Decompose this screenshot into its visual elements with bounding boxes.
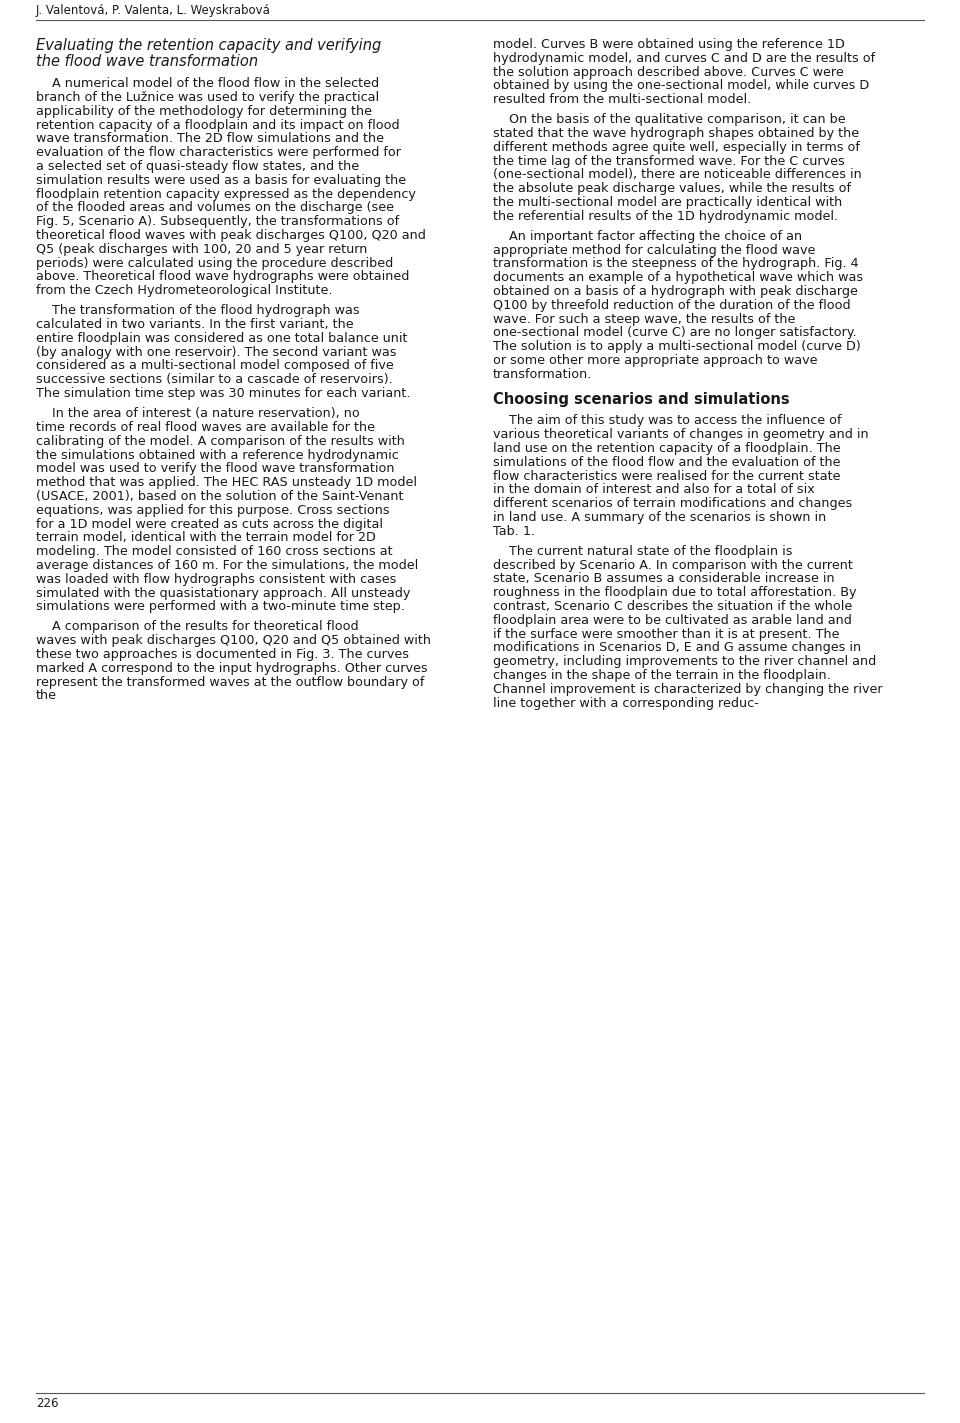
Text: waves with peak discharges Q100, Q20 and Q5 obtained with: waves with peak discharges Q100, Q20 and… [36, 635, 431, 647]
Text: geometry, including improvements to the river channel and: geometry, including improvements to the … [493, 655, 876, 669]
Text: J. Valentová, P. Valenta, L. Weyskrabová: J. Valentová, P. Valenta, L. Weyskrabová [36, 4, 271, 17]
Text: obtained by using the one-sectional model, while curves D: obtained by using the one-sectional mode… [493, 80, 869, 92]
Text: represent the transformed waves at the outflow boundary of: represent the transformed waves at the o… [36, 676, 424, 689]
Text: the flood wave transformation: the flood wave transformation [36, 54, 258, 68]
Text: equations, was applied for this purpose. Cross sections: equations, was applied for this purpose.… [36, 504, 390, 517]
Text: applicability of the methodology for determining the: applicability of the methodology for det… [36, 105, 372, 118]
Text: wave. For such a steep wave, the results of the: wave. For such a steep wave, the results… [493, 313, 796, 326]
Text: Channel improvement is characterized by changing the river: Channel improvement is characterized by … [493, 683, 882, 696]
Text: contrast, Scenario C describes the situation if the whole: contrast, Scenario C describes the situa… [493, 601, 852, 613]
Text: if the surface were smoother than it is at present. The: if the surface were smoother than it is … [493, 628, 839, 640]
Text: An important factor affecting the choice of an: An important factor affecting the choice… [493, 231, 803, 243]
Text: in land use. A summary of the scenarios is shown in: in land use. A summary of the scenarios … [493, 511, 827, 524]
Text: Choosing scenarios and simulations: Choosing scenarios and simulations [493, 391, 790, 407]
Text: these two approaches is documented in Fig. 3. The curves: these two approaches is documented in Fi… [36, 647, 409, 660]
Text: in the domain of interest and also for a total of six: in the domain of interest and also for a… [493, 484, 815, 497]
Text: the time lag of the transformed wave. For the C curves: the time lag of the transformed wave. Fo… [493, 155, 845, 168]
Text: Fig. 5, Scenario A). Subsequently, the transformations of: Fig. 5, Scenario A). Subsequently, the t… [36, 215, 399, 228]
Text: marked A correspond to the input hydrographs. Other curves: marked A correspond to the input hydrogr… [36, 662, 427, 675]
Text: different methods agree quite well, especially in terms of: different methods agree quite well, espe… [493, 141, 860, 154]
Text: simulations were performed with a two-minute time step.: simulations were performed with a two-mi… [36, 601, 405, 613]
Text: line together with a corresponding reduc-: line together with a corresponding reduc… [493, 697, 758, 710]
Text: On the basis of the qualitative comparison, it can be: On the basis of the qualitative comparis… [493, 114, 846, 127]
Text: entire floodplain was considered as one total balance unit: entire floodplain was considered as one … [36, 332, 407, 344]
Text: In the area of interest (a nature reservation), no: In the area of interest (a nature reserv… [36, 407, 360, 420]
Text: calculated in two variants. In the first variant, the: calculated in two variants. In the first… [36, 319, 353, 332]
Text: transformation.: transformation. [493, 367, 592, 381]
Text: model. Curves B were obtained using the reference 1D: model. Curves B were obtained using the … [493, 38, 845, 51]
Text: state, Scenario B assumes a considerable increase in: state, Scenario B assumes a considerable… [493, 572, 834, 585]
Text: The simulation time step was 30 minutes for each variant.: The simulation time step was 30 minutes … [36, 387, 411, 400]
Text: floodplain area were to be cultivated as arable land and: floodplain area were to be cultivated as… [493, 613, 852, 626]
Text: wave transformation. The 2D flow simulations and the: wave transformation. The 2D flow simulat… [36, 132, 384, 145]
Text: appropriate method for calculating the flood wave: appropriate method for calculating the f… [493, 243, 815, 256]
Text: for a 1D model were created as cuts across the digital: for a 1D model were created as cuts acro… [36, 518, 383, 531]
Text: considered as a multi-sectional model composed of five: considered as a multi-sectional model co… [36, 360, 394, 373]
Text: A numerical model of the flood flow in the selected: A numerical model of the flood flow in t… [36, 77, 379, 90]
Text: Evaluating the retention capacity and verifying: Evaluating the retention capacity and ve… [36, 38, 381, 53]
Text: modeling. The model consisted of 160 cross sections at: modeling. The model consisted of 160 cro… [36, 545, 393, 558]
Text: a selected set of quasi-steady flow states, and the: a selected set of quasi-steady flow stat… [36, 159, 359, 174]
Text: simulated with the quasistationary approach. All unsteady: simulated with the quasistationary appro… [36, 586, 410, 599]
Text: or some other more appropriate approach to wave: or some other more appropriate approach … [493, 354, 818, 367]
Text: time records of real flood waves are available for the: time records of real flood waves are ava… [36, 421, 375, 434]
Text: terrain model, identical with the terrain model for 2D: terrain model, identical with the terrai… [36, 531, 376, 545]
Text: calibrating of the model. A comparison of the results with: calibrating of the model. A comparison o… [36, 434, 405, 448]
Text: of the flooded areas and volumes on the discharge (see: of the flooded areas and volumes on the … [36, 202, 394, 215]
Text: periods) were calculated using the procedure described: periods) were calculated using the proce… [36, 256, 394, 270]
Text: flow characteristics were realised for the current state: flow characteristics were realised for t… [493, 470, 841, 482]
Text: evaluation of the flow characteristics were performed for: evaluation of the flow characteristics w… [36, 147, 401, 159]
Text: the simulations obtained with a reference hydrodynamic: the simulations obtained with a referenc… [36, 448, 398, 461]
Text: Tab. 1.: Tab. 1. [493, 525, 535, 538]
Text: A comparison of the results for theoretical flood: A comparison of the results for theoreti… [36, 620, 359, 633]
Text: described by Scenario A. In comparison with the current: described by Scenario A. In comparison w… [493, 559, 852, 572]
Text: the solution approach described above. Curves C were: the solution approach described above. C… [493, 65, 844, 78]
Text: The aim of this study was to access the influence of: The aim of this study was to access the … [493, 414, 842, 427]
Text: roughness in the floodplain due to total afforestation. By: roughness in the floodplain due to total… [493, 586, 856, 599]
Text: the: the [36, 689, 57, 703]
Text: successive sections (similar to a cascade of reservoirs).: successive sections (similar to a cascad… [36, 373, 393, 386]
Text: The current natural state of the floodplain is: The current natural state of the floodpl… [493, 545, 793, 558]
Text: different scenarios of terrain modifications and changes: different scenarios of terrain modificat… [493, 497, 852, 511]
Text: changes in the shape of the terrain in the floodplain.: changes in the shape of the terrain in t… [493, 669, 830, 682]
Text: (one-sectional model), there are noticeable differences in: (one-sectional model), there are noticea… [493, 168, 862, 181]
Text: obtained on a basis of a hydrograph with peak discharge: obtained on a basis of a hydrograph with… [493, 285, 858, 297]
Text: documents an example of a hypothetical wave which was: documents an example of a hypothetical w… [493, 272, 863, 285]
Text: branch of the Lužnice was used to verify the practical: branch of the Lužnice was used to verify… [36, 91, 379, 104]
Text: The transformation of the flood hydrograph was: The transformation of the flood hydrogra… [36, 305, 360, 317]
Text: theoretical flood waves with peak discharges Q100, Q20 and: theoretical flood waves with peak discha… [36, 229, 426, 242]
Text: simulation results were used as a basis for evaluating the: simulation results were used as a basis … [36, 174, 406, 186]
Text: method that was applied. The HEC RAS unsteady 1D model: method that was applied. The HEC RAS uns… [36, 477, 417, 490]
Text: from the Czech Hydrometeorological Institute.: from the Czech Hydrometeorological Insti… [36, 285, 332, 297]
Text: (USACE, 2001), based on the solution of the Saint-Venant: (USACE, 2001), based on the solution of … [36, 490, 403, 502]
Text: was loaded with flow hydrographs consistent with cases: was loaded with flow hydrographs consist… [36, 572, 396, 586]
Text: Q100 by threefold reduction of the duration of the flood: Q100 by threefold reduction of the durat… [493, 299, 851, 312]
Text: resulted from the multi-sectional model.: resulted from the multi-sectional model. [493, 92, 752, 107]
Text: transformation is the steepness of the hydrograph. Fig. 4: transformation is the steepness of the h… [493, 258, 858, 270]
Text: the referential results of the 1D hydrodynamic model.: the referential results of the 1D hydrod… [493, 209, 838, 223]
Text: floodplain retention capacity expressed as the dependency: floodplain retention capacity expressed … [36, 188, 416, 201]
Text: (by analogy with one reservoir). The second variant was: (by analogy with one reservoir). The sec… [36, 346, 396, 359]
Text: The solution is to apply a multi-sectional model (curve D): The solution is to apply a multi-section… [493, 340, 861, 353]
Text: the multi-sectional model are practically identical with: the multi-sectional model are practicall… [493, 196, 842, 209]
Text: retention capacity of a floodplain and its impact on flood: retention capacity of a floodplain and i… [36, 118, 399, 132]
Text: the absolute peak discharge values, while the results of: the absolute peak discharge values, whil… [493, 182, 851, 195]
Text: model was used to verify the flood wave transformation: model was used to verify the flood wave … [36, 462, 395, 475]
Text: average distances of 160 m. For the simulations, the model: average distances of 160 m. For the simu… [36, 559, 419, 572]
Text: various theoretical variants of changes in geometry and in: various theoretical variants of changes … [493, 428, 869, 441]
Text: 226: 226 [36, 1397, 59, 1410]
Text: simulations of the flood flow and the evaluation of the: simulations of the flood flow and the ev… [493, 455, 841, 468]
Text: stated that the wave hydrograph shapes obtained by the: stated that the wave hydrograph shapes o… [493, 127, 859, 139]
Text: one-sectional model (curve C) are no longer satisfactory.: one-sectional model (curve C) are no lon… [493, 326, 856, 340]
Text: modifications in Scenarios D, E and G assume changes in: modifications in Scenarios D, E and G as… [493, 642, 861, 655]
Text: Q5 (peak discharges with 100, 20 and 5 year return: Q5 (peak discharges with 100, 20 and 5 y… [36, 243, 368, 256]
Text: land use on the retention capacity of a floodplain. The: land use on the retention capacity of a … [493, 443, 841, 455]
Text: above. Theoretical flood wave hydrographs were obtained: above. Theoretical flood wave hydrograph… [36, 270, 409, 283]
Text: hydrodynamic model, and curves C and D are the results of: hydrodynamic model, and curves C and D a… [493, 51, 876, 65]
